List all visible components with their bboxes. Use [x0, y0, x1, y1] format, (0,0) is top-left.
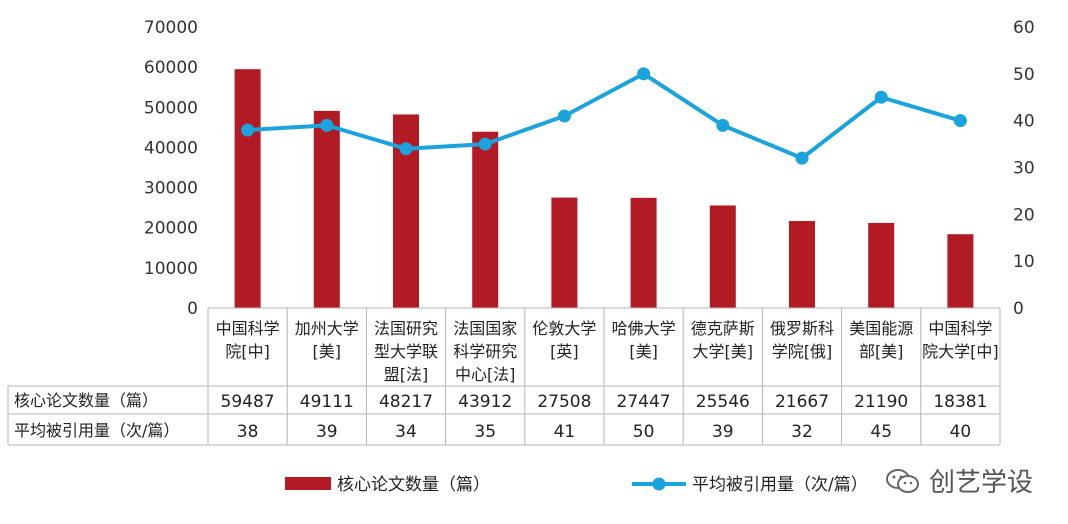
left-axis-tick-label: 10000: [144, 259, 198, 279]
category-label: 盟[法]: [384, 365, 429, 384]
line-series: [247, 71, 961, 161]
wechat-icon: [886, 468, 919, 493]
table-cell-value: 40: [950, 422, 972, 442]
category-label: 伦敦大学: [532, 319, 596, 338]
line-point: [953, 114, 967, 128]
left-axis-tick-label: 0: [187, 299, 198, 319]
bar: [551, 197, 578, 308]
legend-label: 平均被引用量（次/篇）: [692, 475, 868, 495]
category-label: 型大学联: [374, 342, 438, 361]
legend: 核心论文数量（篇） 平均被引用量（次/篇）: [285, 475, 868, 495]
table-cell-value: 50: [633, 422, 655, 442]
watermark: 创艺学设: [885, 462, 1033, 499]
category-label: 法国研究: [374, 319, 438, 338]
bar: [313, 110, 340, 308]
bar: [630, 197, 657, 308]
category-label: 加州大学: [295, 319, 359, 338]
category-label: 中心[法]: [455, 365, 516, 384]
table-cell-value: 39: [316, 422, 338, 442]
line-point: [557, 109, 571, 123]
line-point: [795, 151, 809, 165]
table-cell-value: 39: [712, 422, 734, 442]
left-axis-tick-label: 30000: [144, 179, 198, 199]
table-cell-value: 41: [554, 422, 576, 442]
category-label: 中国科学: [216, 319, 280, 338]
table-row-label: 平均被引用量（次/篇）: [14, 421, 179, 440]
table-cell-value: 27447: [617, 392, 671, 412]
table-cell-value: 49111: [300, 392, 354, 412]
category-label: 大学[美]: [693, 342, 754, 361]
line-point: [399, 142, 413, 156]
combo-chart: 0 10000 20000 30000 40000 50000 60000 70000 0 10 2…: [7, 18, 1035, 446]
line-point: [241, 123, 255, 137]
bar: [472, 131, 499, 308]
right-axis-tick-label: 50: [1013, 65, 1035, 85]
table-cell-value: 43912: [458, 392, 512, 412]
bar: [789, 221, 815, 308]
line-point: [637, 67, 651, 81]
table-cell-value: 48217: [379, 392, 433, 412]
right-axis-tick-label: 20: [1013, 205, 1035, 225]
bar: [947, 234, 974, 308]
line-point: [478, 137, 492, 151]
table-cell-value: 38: [237, 422, 259, 442]
category-label: [英]: [550, 342, 579, 361]
right-axis-tick-label: 60: [1013, 18, 1035, 38]
category-label: 美国能源: [849, 319, 913, 338]
table-cell-value: 21190: [854, 392, 908, 412]
left-axis-tick-label: 60000: [144, 58, 198, 78]
category-label: 院[中]: [225, 342, 270, 361]
table-cell-value: 34: [395, 422, 417, 442]
table-cell-value: 59487: [221, 392, 275, 412]
category-label: 法国国家: [453, 319, 517, 338]
table-row-label: 核心论文数量（篇）: [14, 391, 158, 410]
category-label: 科学研究: [453, 342, 517, 361]
table-cell-value: 35: [474, 422, 496, 442]
category-label: 部[美]: [859, 342, 904, 361]
category-label: [美]: [313, 342, 342, 361]
left-axis-tick-label: 20000: [144, 219, 198, 239]
category-label: 中国科学: [928, 319, 992, 338]
right-axis-tick-label: 0: [1013, 299, 1024, 319]
legend-label: 核心论文数量（篇）: [337, 475, 490, 495]
category-label: 学院[俄]: [772, 342, 833, 361]
line-point: [320, 118, 334, 132]
left-axis-tick-label: 40000: [144, 138, 198, 158]
category-label: [美]: [629, 342, 658, 361]
line-point: [874, 90, 888, 104]
left-axis-tick-label: 50000: [144, 98, 198, 118]
bar: [709, 205, 736, 308]
bar: [868, 222, 895, 308]
legend-line-marker: [652, 477, 666, 491]
bar: [234, 69, 261, 309]
watermark-text: 创艺学设: [929, 468, 1034, 498]
category-label: 俄罗斯科: [770, 319, 834, 338]
table-cell-value: 18381: [933, 392, 987, 412]
left-axis-tick-label: 70000: [144, 18, 198, 38]
table-cell-value: 45: [870, 422, 892, 442]
table-cell-value: 32: [791, 422, 813, 442]
table-cell-value: 27508: [537, 392, 591, 412]
table-cell-value: 25546: [696, 392, 750, 412]
category-label: 哈佛大学: [612, 319, 676, 338]
legend-bar-swatch: [285, 477, 331, 490]
right-axis-tick-label: 30: [1013, 159, 1035, 179]
category-label: 院大学[中]: [922, 342, 999, 361]
category-label: 德克萨斯: [691, 319, 755, 338]
right-axis-tick-label: 40: [1013, 112, 1035, 132]
line-point: [716, 118, 730, 132]
right-axis-tick-label: 10: [1013, 252, 1035, 272]
table-cell-value: 21667: [775, 392, 829, 412]
